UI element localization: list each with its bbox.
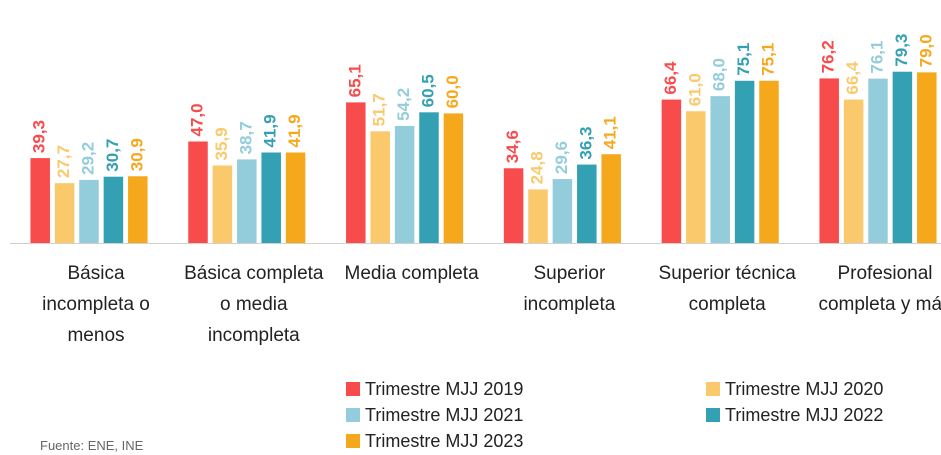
bar bbox=[237, 159, 257, 243]
x-tick-label: Media completa bbox=[344, 263, 479, 284]
x-tick-label: Básica completa o media incompleta bbox=[184, 263, 324, 346]
bar bbox=[552, 179, 573, 243]
x-tick-label: Básica incompleta o menos bbox=[42, 263, 150, 346]
bar bbox=[601, 154, 621, 243]
bar bbox=[443, 113, 464, 244]
bar bbox=[528, 189, 548, 243]
legend-label: Trimestre MJJ 2022 bbox=[725, 405, 883, 425]
data-label: 68,0 bbox=[710, 58, 729, 91]
data-label: 47,0 bbox=[187, 103, 206, 136]
bar bbox=[103, 176, 124, 243]
legend-swatch bbox=[346, 434, 360, 448]
data-label: 36,3 bbox=[576, 126, 595, 159]
bar bbox=[30, 158, 50, 243]
source: Fuente: ENE, INE bbox=[40, 438, 144, 453]
bar bbox=[710, 96, 730, 244]
data-label: 66,4 bbox=[661, 61, 680, 95]
legend-swatch bbox=[706, 382, 720, 396]
data-label: 79,0 bbox=[916, 34, 935, 67]
bar bbox=[917, 72, 937, 243]
data-label: 35,9 bbox=[212, 127, 231, 160]
data-label: 75,1 bbox=[734, 43, 753, 76]
bar bbox=[188, 141, 208, 243]
bar bbox=[394, 125, 415, 243]
bar bbox=[79, 179, 99, 243]
data-label: 51,7 bbox=[370, 93, 389, 126]
data-label: 29,6 bbox=[552, 141, 571, 174]
bar bbox=[734, 80, 755, 243]
data-label: 60,5 bbox=[418, 74, 437, 107]
legend-label: Trimestre MJJ 2020 bbox=[725, 379, 883, 399]
data-label: 60,0 bbox=[443, 75, 462, 108]
data-label: 27,7 bbox=[54, 145, 73, 178]
bar bbox=[370, 131, 390, 243]
bar bbox=[868, 78, 888, 244]
data-label: 30,9 bbox=[127, 138, 146, 171]
bar bbox=[128, 176, 148, 243]
x-tick-label: Superior incompleta bbox=[523, 263, 616, 315]
data-label: 39,3 bbox=[30, 120, 49, 153]
legend-swatch bbox=[706, 408, 720, 422]
bar bbox=[819, 78, 839, 244]
bar bbox=[419, 112, 439, 243]
bar bbox=[843, 99, 864, 244]
data-label: 76,1 bbox=[867, 41, 886, 74]
data-label: 65,1 bbox=[345, 64, 364, 97]
bar bbox=[686, 111, 706, 244]
legend-label: Trimestre MJJ 2023 bbox=[365, 431, 523, 451]
x-tick-label: Superior técnica completa bbox=[658, 263, 796, 315]
data-label: 41,9 bbox=[261, 114, 280, 147]
data-label: 29,2 bbox=[78, 142, 97, 175]
bar bbox=[261, 152, 281, 243]
legend-swatch bbox=[346, 408, 360, 422]
legend-label: Trimestre MJJ 2021 bbox=[365, 405, 523, 425]
data-label: 41,1 bbox=[601, 116, 620, 149]
bar bbox=[503, 168, 524, 243]
data-label: 24,8 bbox=[527, 151, 546, 184]
data-label: 66,4 bbox=[843, 61, 862, 95]
bar bbox=[346, 102, 366, 243]
data-label: 54,2 bbox=[394, 88, 413, 121]
data-label: 30,7 bbox=[103, 139, 122, 172]
bar bbox=[892, 71, 913, 243]
data-label: 41,9 bbox=[285, 114, 304, 147]
data-label: 79,3 bbox=[892, 34, 911, 67]
bar bbox=[759, 80, 779, 243]
legend-swatch bbox=[346, 382, 360, 396]
data-label: 75,1 bbox=[758, 43, 777, 76]
x-tick-label: Profesional completa y más bbox=[818, 263, 941, 315]
bar bbox=[54, 183, 75, 243]
data-label: 76,2 bbox=[819, 40, 838, 73]
bar bbox=[285, 152, 306, 243]
bar bbox=[577, 164, 597, 243]
data-label: 38,7 bbox=[236, 121, 255, 154]
data-label: 34,6 bbox=[503, 130, 522, 163]
bar bbox=[212, 165, 233, 243]
data-label: 61,0 bbox=[685, 73, 704, 106]
bar bbox=[661, 99, 682, 244]
legend-label: Trimestre MJJ 2019 bbox=[365, 379, 523, 399]
